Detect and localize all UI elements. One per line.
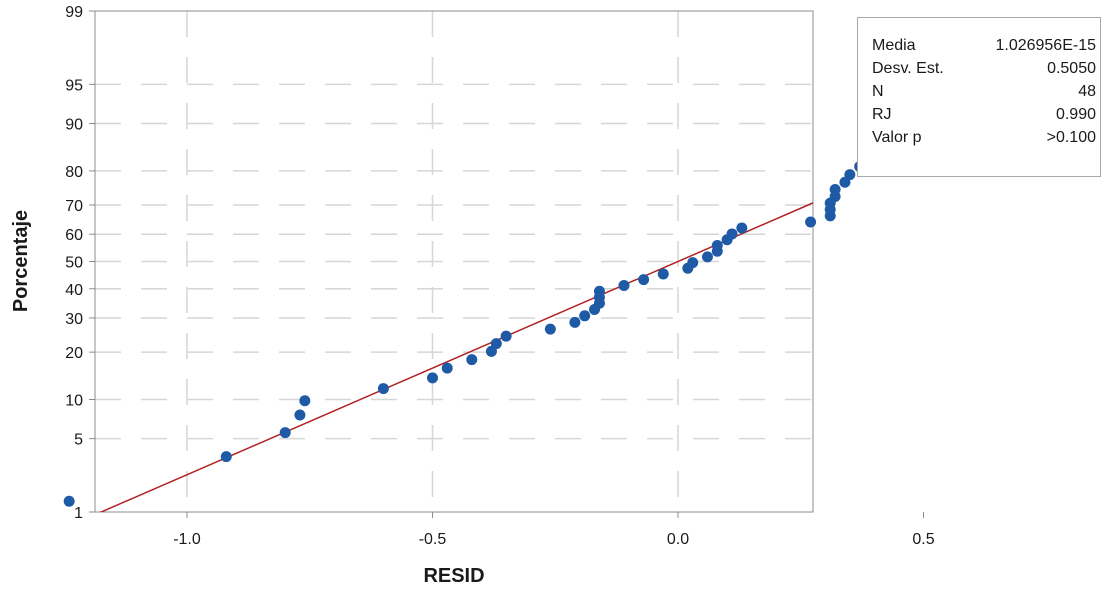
- y-tick-label: 40: [65, 282, 83, 299]
- data-point: [805, 216, 817, 228]
- stat-value: 48: [1078, 83, 1096, 100]
- data-point: [427, 372, 438, 384]
- stat-row: RJ 0.990: [872, 103, 1096, 126]
- y-tick-label: 80: [65, 164, 83, 181]
- data-point: [618, 279, 630, 291]
- x-axis-ticks: -1.0-0.50.00.51.01.5: [173, 512, 935, 548]
- y-tick-label: 10: [65, 392, 83, 409]
- y-axis-ticks: 1 5 10 20 30 40 50 60 70 80 90 95 99: [65, 4, 95, 522]
- stat-label: N: [872, 83, 884, 100]
- y-tick-label: 20: [65, 345, 83, 362]
- data-point: [726, 228, 738, 240]
- data-point: [736, 222, 748, 234]
- y-axis-title: Porcentaje: [10, 210, 32, 312]
- stat-row: N 48: [872, 80, 1096, 103]
- data-point: [466, 354, 478, 366]
- data-point: [500, 330, 512, 342]
- stat-label: Media: [872, 37, 916, 54]
- y-tick-label: 90: [65, 117, 83, 134]
- stat-label: Valor p: [872, 129, 922, 146]
- y-tick-label: 1: [74, 505, 83, 522]
- statistics-legend-box: Media 1.026956E-15 Desv. Est. 0.5050 N 48 RJ 0.…: [857, 17, 1101, 177]
- stat-value: >0.100: [1046, 129, 1096, 146]
- x-tick-label: -1.0: [173, 531, 201, 548]
- y-tick-label: 30: [65, 311, 83, 328]
- data-point: [638, 274, 650, 286]
- data-point: [299, 395, 311, 407]
- fit-line-group: [99, 202, 813, 512]
- x-tick-label: 0.0: [667, 531, 689, 548]
- y-tick-label: 95: [65, 77, 83, 94]
- stat-row: Media 1.026956E-15: [872, 34, 1096, 57]
- x-tick-label: 0.5: [912, 531, 934, 548]
- stat-value: 1.026956E-15: [995, 37, 1096, 54]
- data-point: [441, 362, 453, 374]
- data-point: [569, 316, 581, 328]
- x-axis-title: RESID: [423, 565, 484, 587]
- data-point: [490, 338, 502, 350]
- data-point: [220, 451, 232, 463]
- x-tick-label: -0.5: [419, 531, 447, 548]
- stat-label: RJ: [872, 106, 892, 123]
- y-tick-label: 99: [65, 4, 83, 21]
- data-point: [279, 427, 291, 439]
- y-tick-label: 5: [74, 432, 83, 449]
- data-point: [579, 310, 591, 322]
- data-point: [63, 495, 75, 507]
- data-point: [593, 285, 605, 297]
- data-point: [844, 169, 856, 181]
- data-point: [687, 257, 699, 269]
- data-point: [711, 240, 723, 252]
- data-point: [829, 184, 841, 196]
- data-point: [294, 409, 306, 421]
- fit-line: [99, 202, 813, 512]
- data-point: [377, 383, 389, 395]
- y-tick-label: 60: [65, 227, 83, 244]
- stat-label: Desv. Est.: [872, 60, 944, 77]
- data-point: [701, 251, 713, 263]
- data-point: [657, 268, 669, 280]
- statistics-table: Media 1.026956E-15 Desv. Est. 0.5050 N 48 RJ 0.…: [872, 34, 1096, 149]
- y-tick-label: 70: [65, 198, 83, 215]
- data-point: [544, 323, 556, 335]
- stat-value: 0.5050: [1047, 60, 1096, 77]
- stat-row: Valor p >0.100: [872, 126, 1096, 149]
- y-tick-label: 50: [65, 255, 83, 272]
- stat-row: Desv. Est. 0.5050: [872, 57, 1096, 80]
- stat-value: 0.990: [1055, 106, 1096, 123]
